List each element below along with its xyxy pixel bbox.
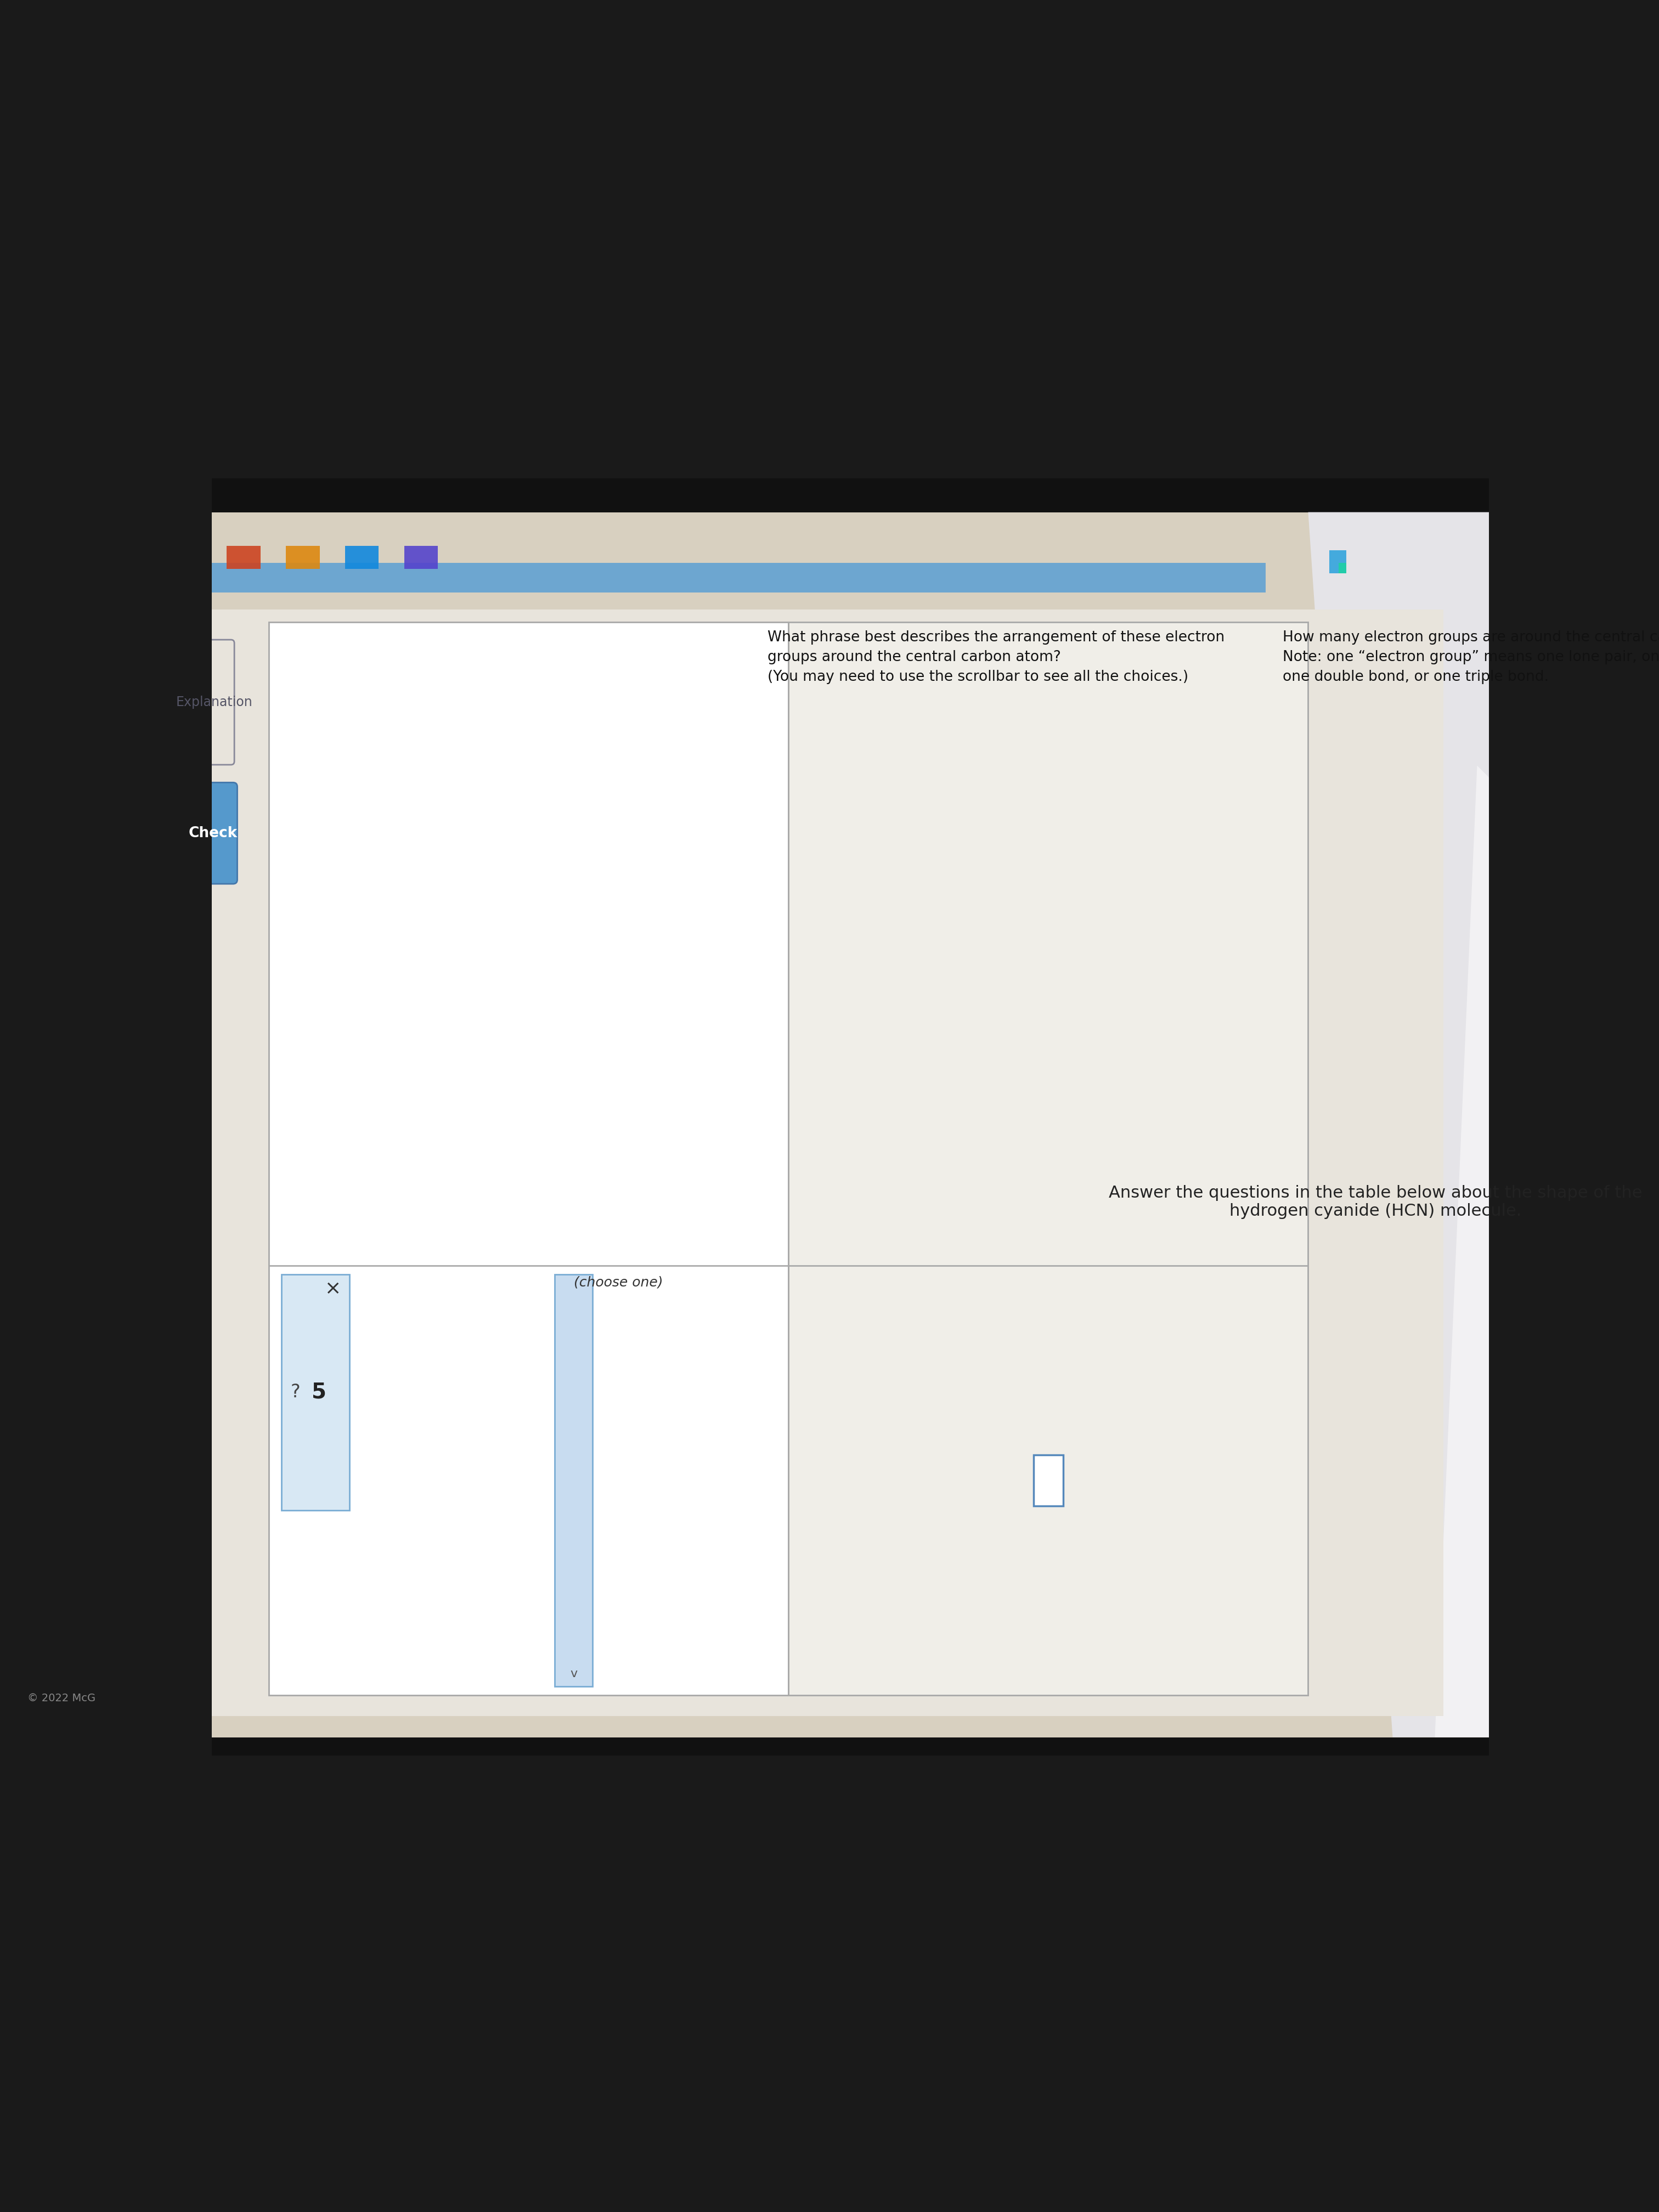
Bar [1034,1455,1063,1506]
Bar [227,546,260,568]
Bar [285,546,320,568]
Bar [788,622,1309,1694]
Bar [1339,562,1345,573]
Text: © 2022 McG: © 2022 McG [28,1692,96,1703]
Text: ×: × [324,1281,340,1298]
Bar [269,622,1309,1694]
Bar [0,478,1659,513]
Text: v: v [571,1668,577,1679]
Text: What phrase best describes the arrangement of these electron
groups around the c: What phrase best describes the arrangeme… [768,630,1224,684]
Bar [345,546,378,568]
Bar [168,608,1443,1717]
Text: 5: 5 [312,1383,327,1402]
Bar [405,546,438,568]
Text: How many electron groups are around the central carbon atom?
Note: one “electron: How many electron groups are around the … [1282,630,1659,684]
Bar [168,546,201,568]
Text: Check: Check [189,825,237,841]
Text: Answer the questions in the table below about the shape of the hydrogen cyanide : Answer the questions in the table below … [1108,1186,1642,1219]
Bar [1561,478,1659,1756]
Bar [0,1736,1659,1756]
Text: ?: ? [290,1383,300,1400]
Polygon shape [1435,765,1561,1736]
FancyBboxPatch shape [189,783,237,885]
Bar [0,478,75,1756]
Text: Explanation: Explanation [176,695,252,708]
Polygon shape [1309,513,1561,1736]
Bar [554,1274,592,1686]
Bar [75,513,1561,1736]
Bar [282,1274,350,1511]
Bar [1329,551,1345,573]
Bar [159,562,1266,593]
Bar [269,622,788,1694]
FancyBboxPatch shape [194,639,234,765]
Text: (choose one): (choose one) [574,1276,664,1290]
